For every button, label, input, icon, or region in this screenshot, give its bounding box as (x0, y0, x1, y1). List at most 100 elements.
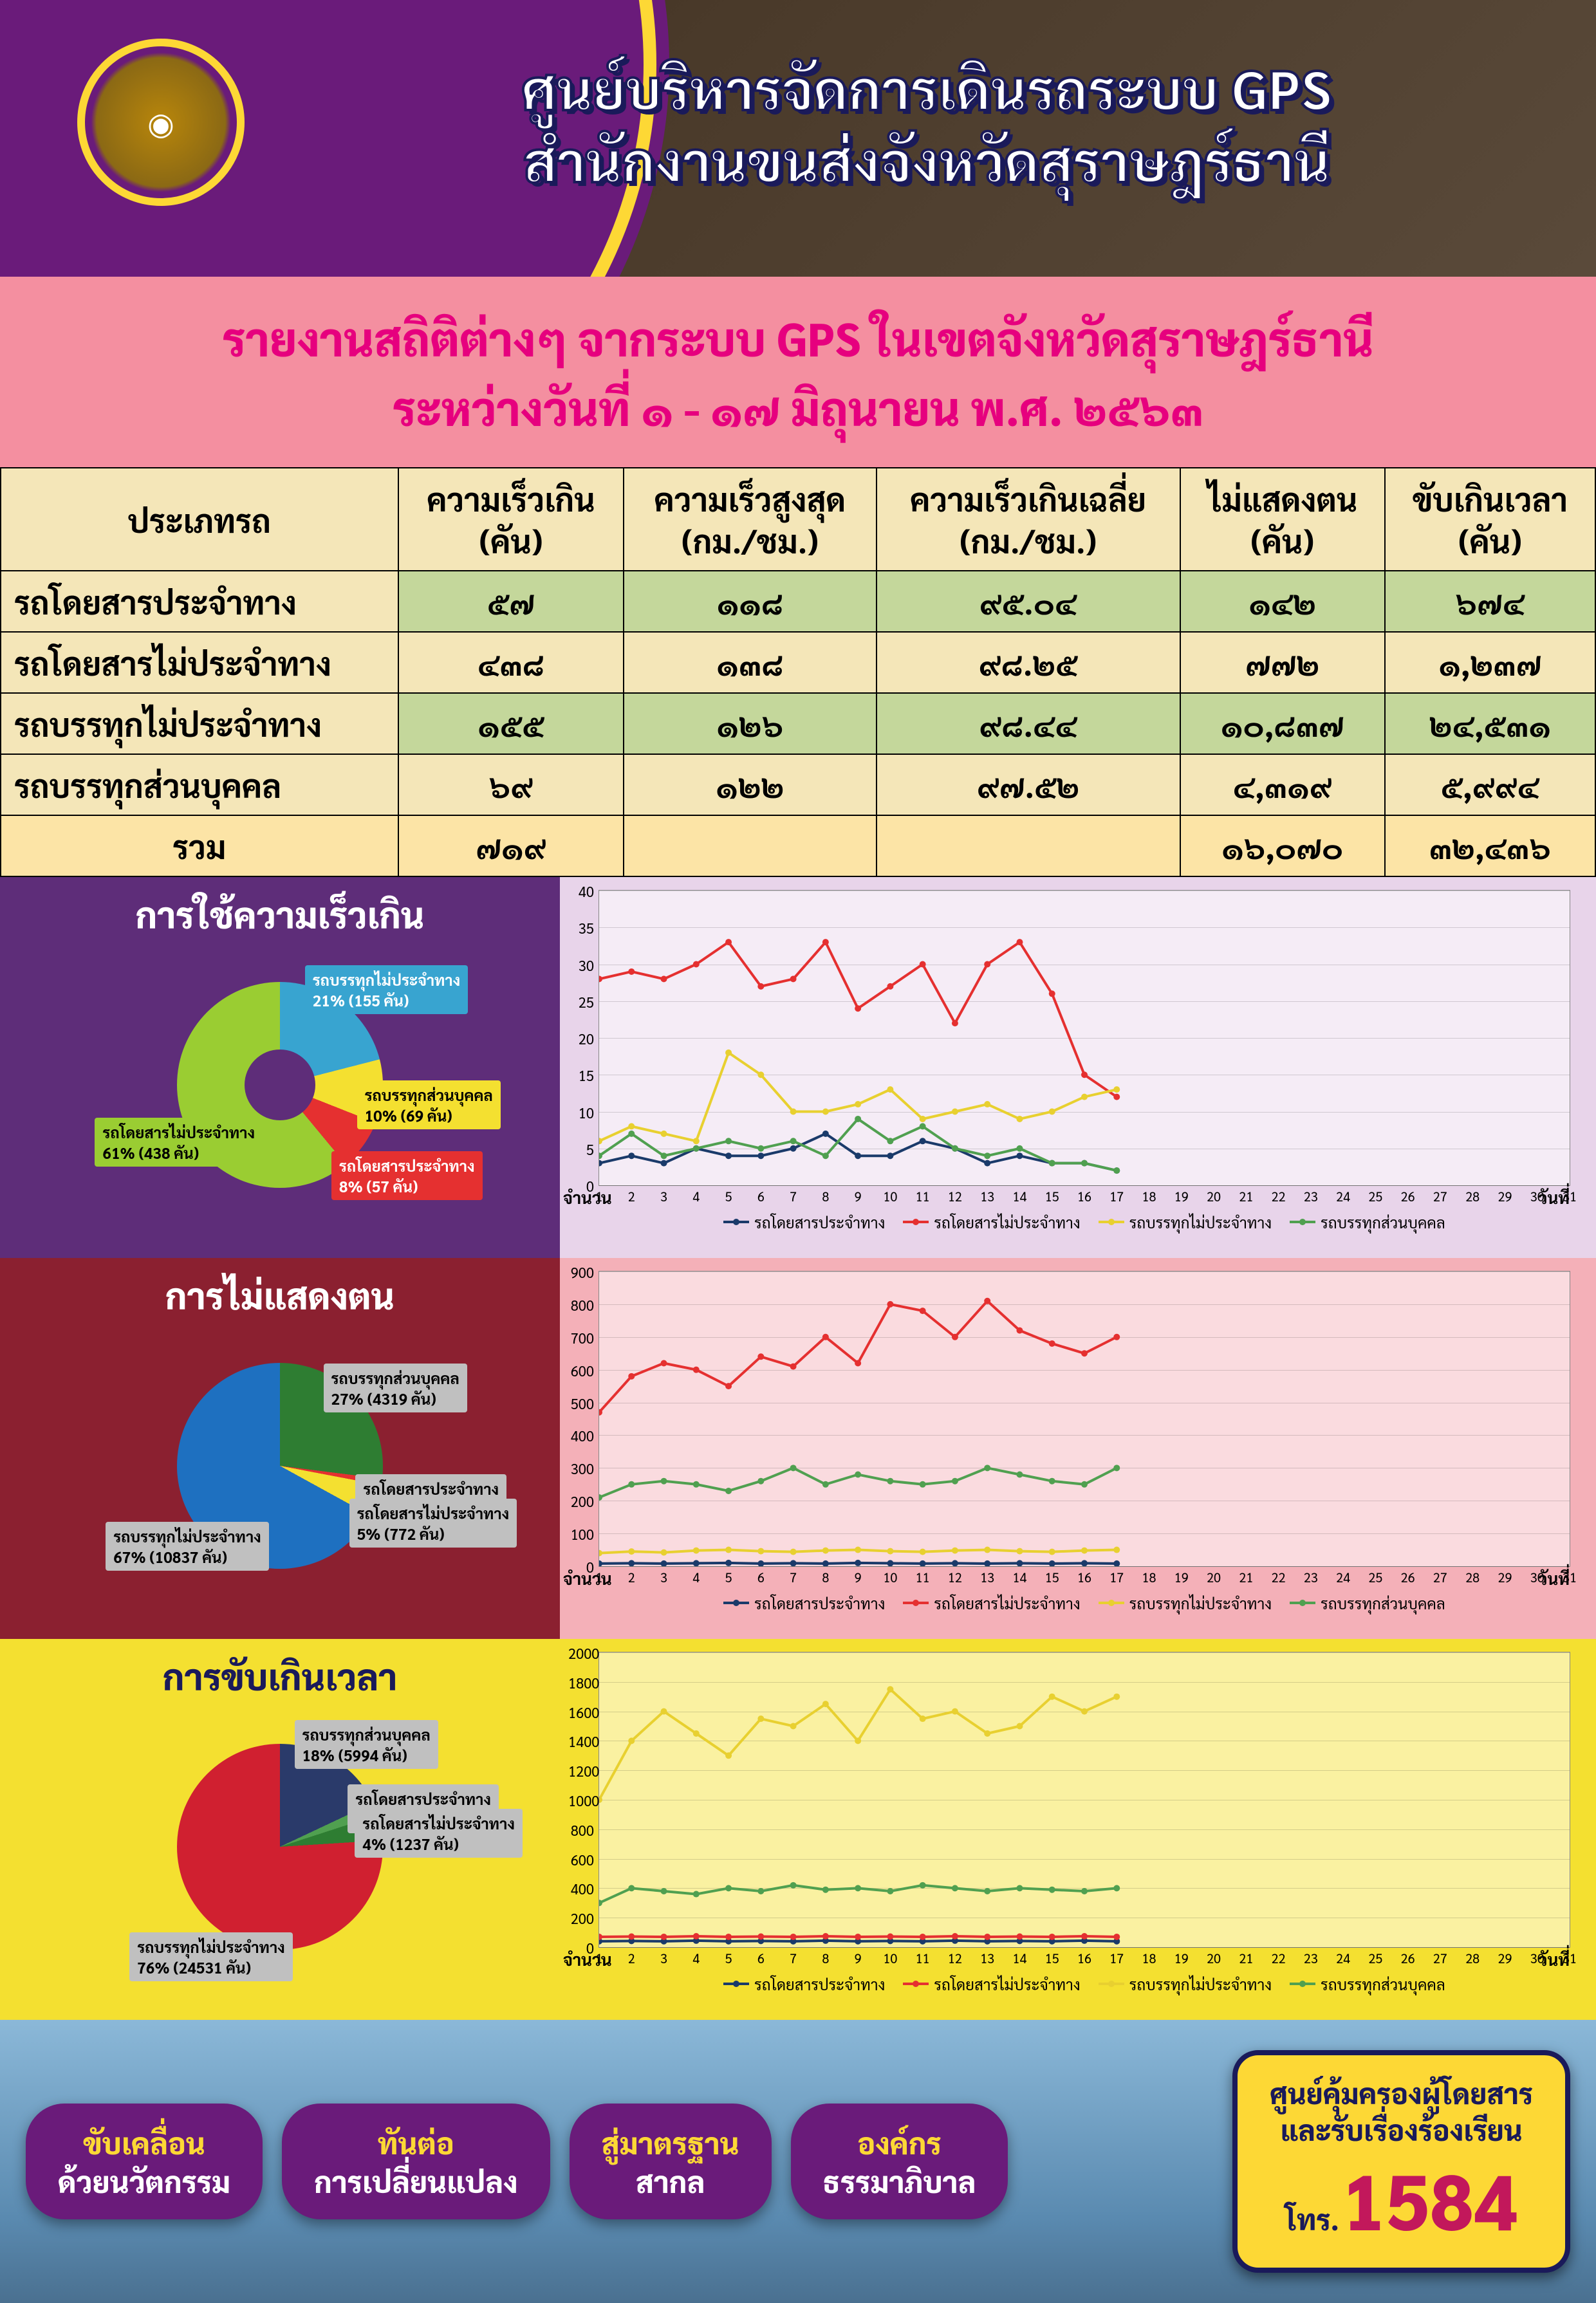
line-marker (1016, 1472, 1023, 1478)
x-axis-tick: 19 (1174, 1188, 1189, 1205)
line-marker (952, 1109, 958, 1115)
legend-swatch-icon (903, 1602, 929, 1604)
legend-label: รถบรรทุกส่วนบุคคล (1321, 1974, 1445, 1994)
y-axis-tick: 800 (568, 1297, 594, 1315)
line-marker (1081, 1071, 1088, 1078)
line-marker (1081, 1933, 1088, 1939)
x-axis-tick: 6 (757, 1950, 765, 1966)
x-axis-tick: 15 (1045, 1950, 1059, 1966)
legend-swatch-icon (723, 1221, 749, 1223)
x-axis-tick: 7 (790, 1950, 797, 1966)
line-marker (920, 1560, 926, 1566)
y-axis-tick: 700 (568, 1329, 594, 1347)
legend-swatch-icon (1099, 1983, 1124, 1985)
legend-item: รถโดยสารไม่ประจำทาง (903, 1212, 1080, 1232)
line-marker (822, 1701, 829, 1707)
line-marker (920, 961, 926, 968)
line-marker (1049, 1560, 1055, 1566)
legend-swatch-icon (723, 1983, 749, 1985)
legend-swatch-icon (1099, 1602, 1124, 1604)
gridline (599, 1947, 1570, 1948)
y-axis-title: จำนวน (563, 1568, 612, 1589)
line-marker (887, 983, 893, 990)
legend-item: รถโดยสารไม่ประจำทาง (903, 1593, 1080, 1613)
title-line-2: สำนักงานขนส่งจังหวัดสุราษฎร์ธานี (296, 124, 1557, 196)
x-axis-tick: 12 (948, 1569, 962, 1586)
y-axis-tick: 1800 (568, 1674, 594, 1692)
line-marker (628, 1481, 635, 1488)
y-axis-tick: 300 (568, 1460, 594, 1478)
x-axis-tick: 9 (855, 1188, 862, 1205)
line-marker (887, 1478, 893, 1484)
y-axis-tick: 800 (568, 1822, 594, 1840)
line-marker (822, 1131, 829, 1137)
line-marker (1113, 1167, 1120, 1174)
y-axis-tick: 400 (568, 1427, 594, 1445)
x-axis-tick: 3 (660, 1950, 667, 1966)
hotline-number-row: โทร. 1584 (1270, 2148, 1533, 2248)
line-series (599, 942, 1117, 1096)
x-axis-tick: 18 (1142, 1950, 1156, 1966)
line-marker (661, 1131, 667, 1137)
line-marker (984, 1160, 990, 1167)
x-axis-tick: 12 (948, 1188, 962, 1205)
legend-label: รถบรรทุกไม่ประจำทาง (1129, 1212, 1272, 1232)
line-marker (790, 1364, 797, 1370)
section-overtime: การขับเกินเวลา รถบรรทุกส่วนบุคคล18% (599… (0, 1639, 1596, 2020)
pie-slice-label: รถโดยสารประจำทาง8% (57 คัน) (331, 1151, 483, 1200)
table-sum-cell: ๑๖,๐๗๐ (1180, 815, 1385, 876)
legend-item: รถบรรทุกไม่ประจำทาง (1099, 1974, 1272, 1994)
table-header: ประเภทรถ (1, 468, 398, 571)
x-axis-tick: 23 (1304, 1569, 1318, 1586)
line-marker (757, 1716, 764, 1722)
x-axis-tick: 4 (692, 1188, 700, 1205)
table-cell: ๑๒๒ (624, 754, 876, 815)
title-line-1: ศูนย์บริหารจัดการเดินรถระบบ GPS (296, 51, 1557, 124)
line-marker (855, 1101, 861, 1107)
x-axis-tick: 5 (725, 1569, 732, 1586)
x-axis-tick: 26 (1401, 1569, 1415, 1586)
x-axis-tick: 14 (1012, 1950, 1026, 1966)
y-axis-tick: 900 (568, 1264, 594, 1282)
x-axis-tick: 13 (980, 1950, 994, 1966)
line-marker (984, 1465, 990, 1471)
line-marker (790, 1138, 797, 1144)
legend-swatch-icon (903, 1221, 929, 1223)
line-marker (1113, 1934, 1120, 1940)
table-cell: ๖๗๔ (1385, 571, 1595, 632)
line-marker (952, 1145, 958, 1152)
line-marker (1113, 1547, 1120, 1553)
legend-label: รถบรรทุกส่วนบุคคล (1321, 1212, 1445, 1232)
stats-table: ประเภทรถความเร็วเกิน(คัน)ความเร็วสูงสุด(… (0, 467, 1596, 877)
legend-item: รถโดยสารประจำทาง (723, 1212, 885, 1232)
y-axis-tick: 1200 (568, 1762, 594, 1780)
line-marker (984, 1152, 990, 1159)
line-marker (628, 1131, 635, 1137)
x-axis-tick: 17 (1109, 1188, 1124, 1205)
line-marker (1016, 1327, 1023, 1334)
line-marker (952, 1334, 958, 1340)
table-cell: ๑๓๘ (624, 632, 876, 693)
line-marker (661, 1478, 667, 1484)
line-marker (599, 1934, 602, 1940)
x-axis-tick: 25 (1368, 1188, 1382, 1205)
pie-slice-label: รถบรรทุกส่วนบุคคล18% (5994 คัน) (295, 1720, 438, 1769)
line-marker (1049, 1478, 1055, 1484)
line-marker (920, 1549, 926, 1555)
line-marker (661, 1934, 667, 1940)
line-marker (920, 1716, 926, 1722)
subtitle-line-2: ระหว่างวันที่ ๑ - ๑๗ มิถุนายน พ.ศ. ๒๕๖๓ (39, 372, 1557, 441)
table-sum-label: รวม (1, 815, 398, 876)
line-marker (887, 1560, 893, 1566)
legend-item: รถโดยสารประจำทาง (723, 1974, 885, 1994)
section-no-identify: การไม่แสดงตน รถบรรทุกส่วนบุคคล27% (4319 … (0, 1258, 1596, 1639)
line-marker (725, 1934, 732, 1940)
line-series (599, 1119, 1117, 1170)
line-marker (661, 1708, 667, 1715)
x-axis-tick: 2 (628, 1950, 635, 1966)
table-cell: ๒๔,๕๓๑ (1385, 693, 1595, 754)
footer: ขับเคลื่อนด้วยนวัตกรรมทันต่อการเปลี่ยนแป… (0, 2020, 1596, 2303)
line-marker (822, 939, 829, 945)
table-row-label: รถบรรทุกไม่ประจำทาง (1, 693, 398, 754)
line-marker (725, 1752, 732, 1759)
